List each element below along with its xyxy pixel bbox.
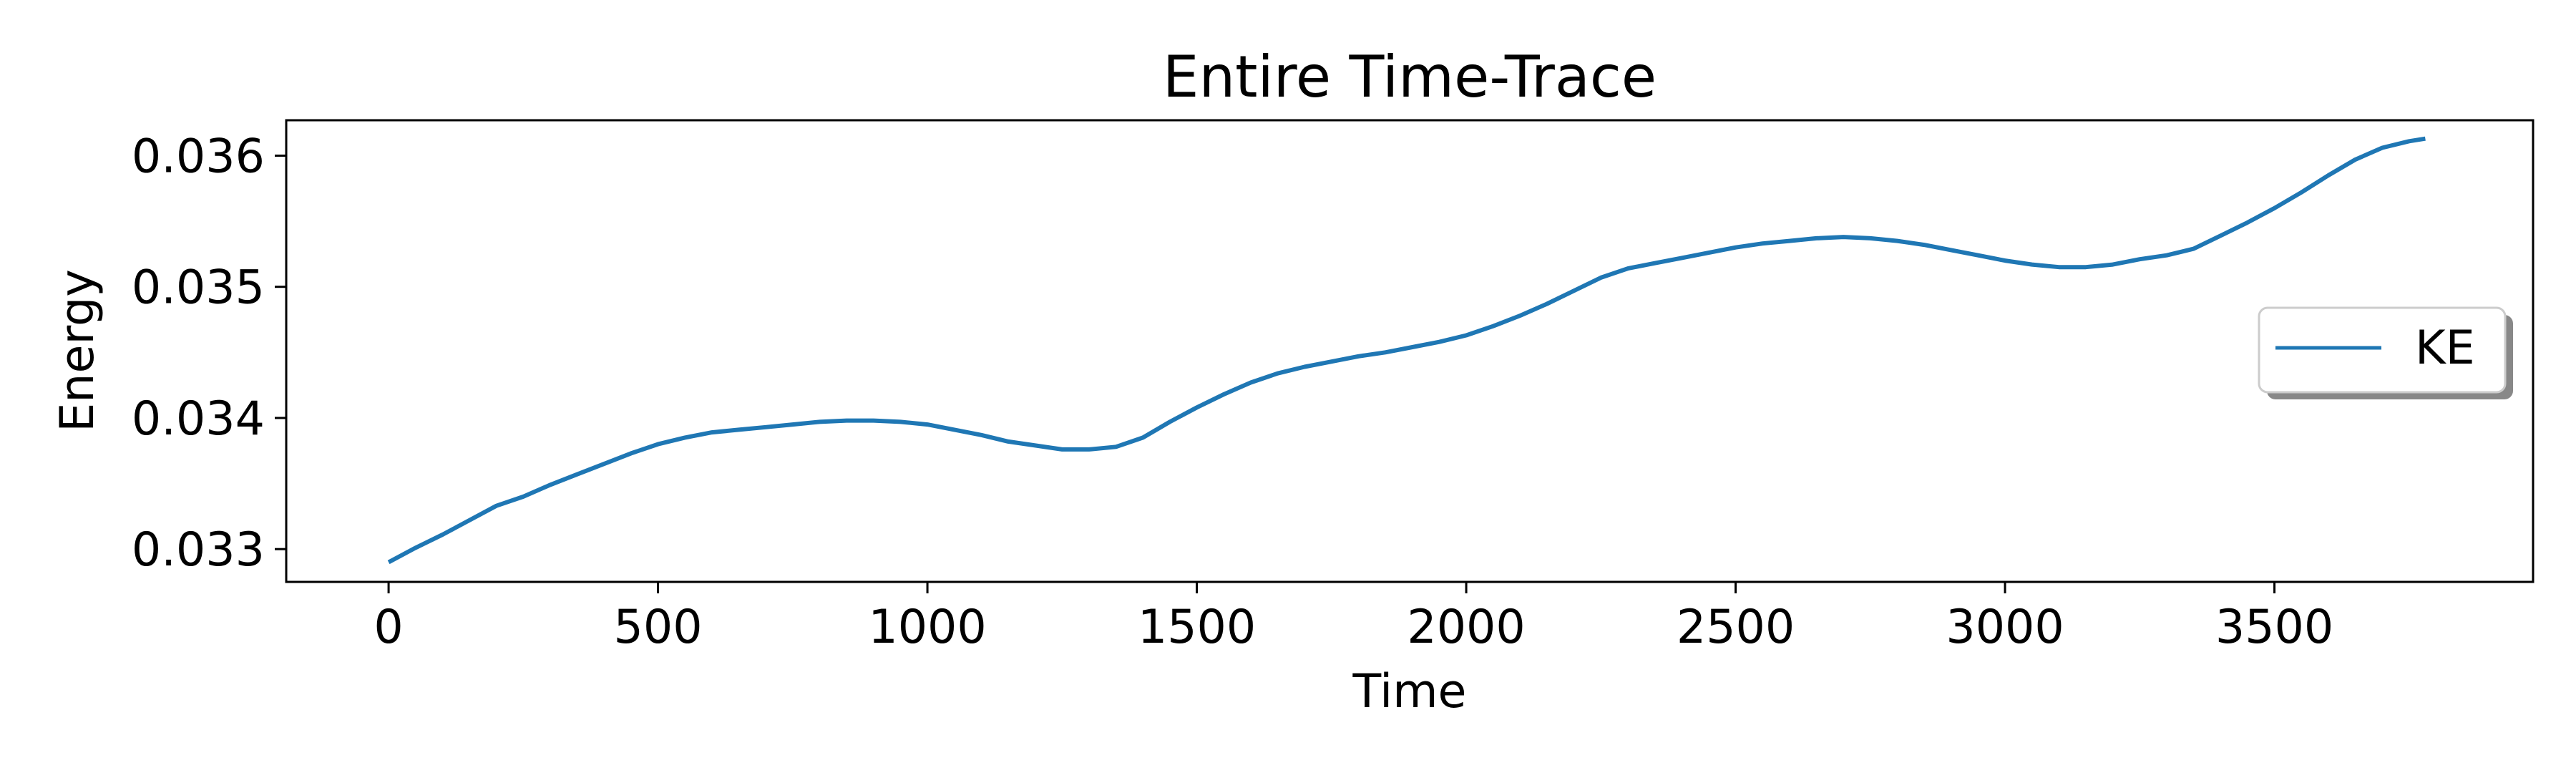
x-tick-label: 2000 [1407,601,1525,654]
legend: KE [2258,306,2513,399]
x-tick-label: 1000 [868,601,986,654]
plot-frame [285,119,2534,583]
legend-label-ke: KE [2415,321,2475,375]
y-tick-label: 0.033 [132,523,265,577]
x-axis: 0 500 1000 1500 2000 2500 3000 3500 [374,582,2333,654]
plot-area [387,136,2426,565]
x-axis-label: Time [1352,665,1466,719]
x-tick-label: 500 [614,601,703,654]
x-tick-label: 2500 [1677,601,1795,654]
x-tick-label: 3500 [2215,601,2333,654]
y-axis: 0.033 0.034 0.035 0.036 [132,130,286,577]
y-tick-label: 0.035 [132,261,265,315]
series-line-ke [387,136,2426,565]
chart-title: Entire Time-Trace [1163,44,1657,110]
x-tick-label: 0 [374,601,403,654]
legend-box [2258,306,2507,394]
y-tick-label: 0.036 [132,130,265,183]
x-tick-label: 3000 [1946,601,2064,654]
y-axis-label: Energy [51,269,104,432]
x-tick-label: 1500 [1138,601,1256,654]
y-tick-label: 0.034 [132,392,265,446]
